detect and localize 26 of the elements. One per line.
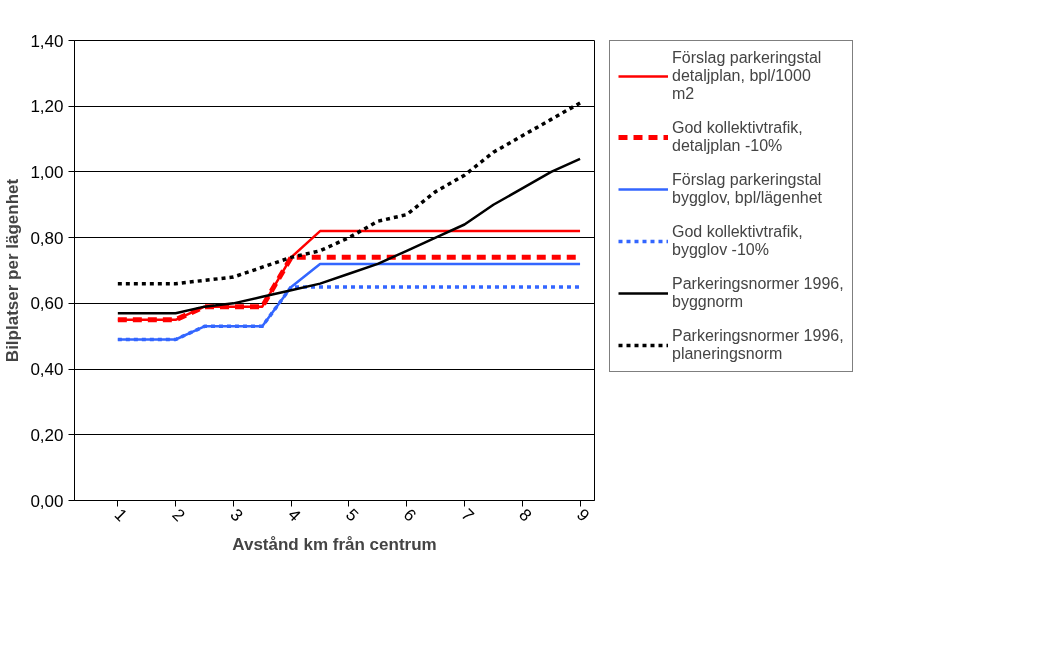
y-tick-label: 0,40 — [30, 360, 64, 380]
y-tick-label: 0,00 — [30, 491, 64, 511]
y-tick-label: 1,00 — [30, 162, 64, 182]
x-tick-label: 6 — [399, 505, 420, 526]
x-tick-label: 1 — [110, 505, 131, 526]
y-tick-label: 0,60 — [30, 294, 64, 314]
y-tick-label: 0,80 — [30, 228, 64, 248]
legend-label: God kollektivtrafik, bygglov -10% — [672, 223, 803, 259]
legend-label: Parkeringsnormer 1996, planeringsnorm — [672, 327, 844, 363]
line-series — [116, 157, 582, 315]
legend-label: God kollektivtrafik, detaljplan -10% — [672, 119, 803, 155]
y-tick-label: 1,40 — [30, 31, 64, 51]
y-tick-label: 0,20 — [30, 425, 64, 445]
x-tick-label: 7 — [457, 505, 478, 526]
y-tick-label: 1,20 — [30, 97, 64, 117]
y-axis-title: Bilplatser per lägenhet — [3, 178, 23, 363]
x-tick-label: 9 — [572, 505, 594, 526]
x-axis-title: Avstånd km från centrum — [232, 534, 437, 554]
x-tick-label: 3 — [226, 505, 247, 526]
x-tick-label: 5 — [341, 505, 362, 526]
x-tick-label: 4 — [284, 505, 305, 526]
legend-label: Förslag parkeringstal bygglov, bpl/lägenhet — [672, 171, 823, 207]
legend-label: Förslag parkeringstal detaljplan, bpl/1000 m2 — [672, 49, 822, 103]
x-tick-label: 2 — [168, 505, 189, 526]
legend-label: Parkeringsnormer 1996, byggnorm — [672, 275, 844, 311]
x-tick-label: 8 — [515, 505, 536, 526]
